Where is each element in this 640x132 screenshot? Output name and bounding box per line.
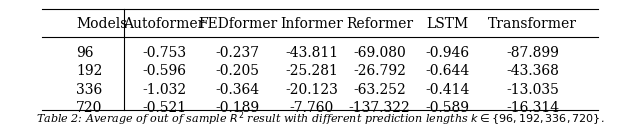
Text: -25.281: -25.281 xyxy=(285,64,338,78)
Text: FEDformer: FEDformer xyxy=(198,17,277,31)
Text: Autoformer: Autoformer xyxy=(124,17,205,31)
Text: -0.753: -0.753 xyxy=(142,46,186,60)
Text: -0.364: -0.364 xyxy=(216,83,260,97)
Text: -43.811: -43.811 xyxy=(285,46,338,60)
Text: -0.596: -0.596 xyxy=(142,64,186,78)
Text: 336: 336 xyxy=(76,83,102,97)
Text: -0.644: -0.644 xyxy=(426,64,470,78)
Text: Table 2: Average of out of sample $R^2$ result with different prediction lengths: Table 2: Average of out of sample $R^2$ … xyxy=(36,109,604,128)
Text: LSTM: LSTM xyxy=(427,17,468,31)
Text: Models: Models xyxy=(76,17,127,31)
Text: -69.080: -69.080 xyxy=(353,46,406,60)
Text: -0.589: -0.589 xyxy=(426,101,470,115)
Text: -26.792: -26.792 xyxy=(353,64,406,78)
Text: -16.314: -16.314 xyxy=(506,101,559,115)
Text: 720: 720 xyxy=(76,101,102,115)
Text: -20.123: -20.123 xyxy=(285,83,338,97)
Text: -137.322: -137.322 xyxy=(349,101,410,115)
Text: Transformer: Transformer xyxy=(488,17,577,31)
Text: -0.189: -0.189 xyxy=(216,101,260,115)
Text: 96: 96 xyxy=(76,46,93,60)
Text: -7.760: -7.760 xyxy=(289,101,333,115)
Text: -13.035: -13.035 xyxy=(506,83,559,97)
Text: -1.032: -1.032 xyxy=(142,83,186,97)
Text: -0.414: -0.414 xyxy=(426,83,470,97)
Text: -0.946: -0.946 xyxy=(426,46,470,60)
Text: -0.205: -0.205 xyxy=(216,64,260,78)
Text: -87.899: -87.899 xyxy=(506,46,559,60)
Text: -0.237: -0.237 xyxy=(216,46,260,60)
Text: 192: 192 xyxy=(76,64,102,78)
Text: -63.252: -63.252 xyxy=(353,83,406,97)
Text: -43.368: -43.368 xyxy=(506,64,559,78)
Text: -0.521: -0.521 xyxy=(142,101,186,115)
Text: Informer: Informer xyxy=(280,17,343,31)
Text: Reformer: Reformer xyxy=(346,17,413,31)
